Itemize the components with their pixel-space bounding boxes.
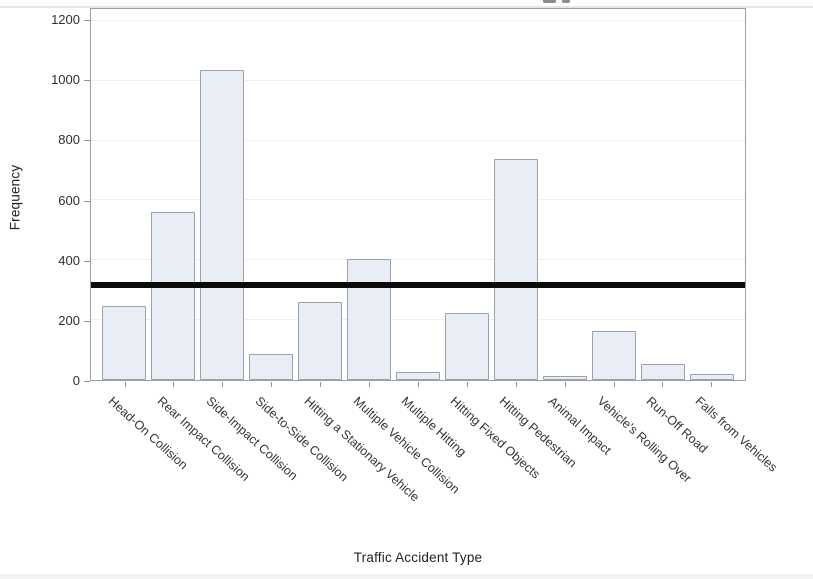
y-tick-mark <box>84 80 90 82</box>
x-tick-mark <box>564 382 566 387</box>
bar <box>494 158 538 380</box>
bar-cell <box>396 9 440 380</box>
bar-cell <box>592 9 636 380</box>
x-cell: Side-Impact Collision <box>201 382 300 483</box>
reference-line <box>91 281 745 288</box>
x-tick-mark <box>222 382 224 387</box>
y-tick-label: 1200 <box>51 12 80 28</box>
x-cell: Head-On Collision <box>103 382 190 472</box>
cropped-content-divider <box>0 6 813 8</box>
x-tick-mark <box>662 382 664 387</box>
y-axis-title: Frequency <box>7 164 23 231</box>
bar-cell <box>249 9 293 380</box>
bar <box>298 302 342 380</box>
x-category-label: Side-to-Side Collision <box>252 394 351 485</box>
y-tick-label: 0 <box>72 373 80 388</box>
x-cell: Multiple Hitting <box>396 382 469 459</box>
y-tick-label: 1000 <box>51 72 80 88</box>
y-tick-mark <box>84 140 90 142</box>
bar-cell <box>641 9 685 380</box>
bar-cell <box>102 9 146 380</box>
y-tick-mark <box>84 320 90 322</box>
page-bottom-strip <box>0 574 813 579</box>
bar <box>543 375 587 380</box>
bar-cell <box>543 9 587 380</box>
bar <box>445 312 489 380</box>
y-tick-mark <box>84 381 90 382</box>
x-cell: Hitting Fixed Objects <box>445 382 543 482</box>
x-cell: Vehicle's Rolling Over <box>592 382 694 486</box>
x-tick-mark <box>369 382 371 387</box>
bar-cell <box>494 9 538 380</box>
bar-cell <box>200 9 244 380</box>
x-cell: Rear Impact Collision <box>152 382 252 484</box>
bar <box>690 374 734 380</box>
cropped-title-fragment <box>543 0 576 4</box>
x-cell: Multiple Vehicle Collision <box>348 382 462 496</box>
x-tick-mark <box>417 382 419 387</box>
x-tick-mark <box>711 382 713 387</box>
x-cell: Side-to-Side Collision <box>250 382 351 484</box>
x-category-label: Side-Impact Collision <box>203 394 301 483</box>
y-tick-mark <box>84 200 90 202</box>
x-category-label: Rear Impact Collision <box>154 394 253 484</box>
cropped-title-glyph <box>543 0 556 3</box>
bar-cell <box>690 9 734 380</box>
plot-area <box>90 8 746 381</box>
bar-cell <box>151 9 195 380</box>
x-tick-mark <box>466 382 468 387</box>
x-tick-mark <box>320 382 322 387</box>
bar <box>200 70 244 380</box>
x-tick-mark <box>173 382 175 387</box>
bar <box>347 259 391 380</box>
x-axis-title: Traffic Accident Type <box>353 550 483 565</box>
bar-cell <box>298 9 342 380</box>
y-tick-mark <box>84 20 90 22</box>
x-cell: Run-Off Road <box>641 382 710 456</box>
bar <box>151 212 195 380</box>
gridline <box>91 259 745 261</box>
cropped-title-glyph <box>562 0 570 3</box>
bar <box>102 305 146 380</box>
y-tick-mark <box>84 260 90 262</box>
y-tick-label: 400 <box>58 252 80 268</box>
y-tick-label: 800 <box>58 132 80 148</box>
gridline <box>91 319 745 321</box>
x-cell: Falls from Vehicles <box>690 382 780 475</box>
gridline <box>91 79 745 81</box>
gridline <box>91 139 745 141</box>
gridline <box>91 199 745 201</box>
bar-cell <box>347 9 391 380</box>
y-tick-label: 200 <box>58 312 80 328</box>
x-tick-mark <box>271 382 273 387</box>
x-tick-mark <box>124 382 126 387</box>
x-category-label: Falls from Vehicles <box>692 394 780 475</box>
bar <box>592 330 636 380</box>
y-tick-label: 600 <box>58 192 80 208</box>
x-category-label: Hitting Fixed Objects <box>447 394 544 482</box>
x-category-label: Vehicle's Rolling Over <box>594 394 695 486</box>
x-cell: Hitting a Stationary Vehicle <box>299 382 422 504</box>
x-cell: Hitting Pedestrian <box>494 382 580 470</box>
x-axis: Head-On Collision Rear Impact Collision Si… <box>103 382 780 504</box>
gridline <box>91 19 745 21</box>
x-cell: Animal Impact <box>543 382 614 457</box>
x-tick-mark <box>613 382 615 387</box>
bar-cell <box>445 9 489 380</box>
x-tick-mark <box>515 382 517 387</box>
bar-series <box>102 9 734 380</box>
bar <box>396 372 440 380</box>
bar <box>641 364 685 380</box>
bar <box>249 353 293 380</box>
